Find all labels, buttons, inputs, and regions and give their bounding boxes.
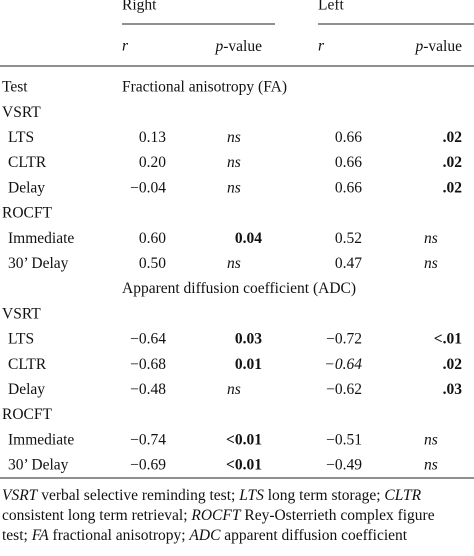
cell: ns <box>227 255 241 272</box>
cell: −0.68 <box>130 356 166 373</box>
cell: .02 <box>443 179 463 196</box>
footnote-text: VSRT <box>2 487 39 504</box>
row-label: LTS <box>8 331 34 348</box>
footnote-text: apparent diffusion coefficient <box>220 527 407 544</box>
group-name: ROCFT <box>2 406 52 423</box>
cell: −0.64 <box>324 356 362 373</box>
p-rest: -value <box>223 38 262 55</box>
cell: 0.66 <box>335 154 362 171</box>
footnote-text: CLTR <box>384 487 421 504</box>
r-header: r <box>122 38 129 55</box>
cell: 0.66 <box>335 129 362 146</box>
footnote-text: consistent long term retrieval; <box>2 507 191 524</box>
cell: 0.52 <box>335 230 362 247</box>
row-label: CLTR <box>8 154 47 171</box>
cell: ns <box>424 255 438 272</box>
footnote-text: FA <box>31 527 49 544</box>
cell: −0.62 <box>326 381 362 398</box>
cell: .02 <box>443 154 463 171</box>
cell: −0.49 <box>326 457 362 474</box>
group-name: VSRT <box>2 305 41 322</box>
footnote-text: long term storage; <box>264 487 385 504</box>
p-rest: -value <box>423 38 462 55</box>
cell: ns <box>227 129 241 146</box>
cell: ns <box>227 154 241 171</box>
footnote-text: ROCFT <box>190 507 241 524</box>
footnote-text: LTS <box>238 487 264 504</box>
cell: 0.66 <box>335 179 362 196</box>
cell: 0.04 <box>235 230 262 247</box>
cell: <0.01 <box>226 431 262 448</box>
cell: 0.13 <box>139 129 166 146</box>
r-header: r <box>318 38 325 55</box>
p-italic: p <box>415 38 424 55</box>
cell: <.01 <box>434 331 462 348</box>
footnote-line: VSRT verbal selective reminding test; LT… <box>2 487 422 504</box>
footnote-text: test; <box>2 527 32 544</box>
section-title: Fractional anisotropy (FA) <box>122 79 287 96</box>
section-title: Apparent diffusion coefficient (ADC) <box>122 280 356 297</box>
cell: 0.20 <box>139 154 166 171</box>
row-label: LTS <box>8 129 34 146</box>
cell: −0.51 <box>326 431 362 448</box>
row-label: Delay <box>8 381 45 398</box>
p-header: p-value <box>415 38 463 55</box>
row-label: 30’ Delay <box>8 457 69 474</box>
row-label: Immediate <box>8 431 74 448</box>
cell: 0.60 <box>139 230 166 247</box>
cell: .02 <box>443 129 463 146</box>
footnote-text: fractional anisotropy; <box>49 527 190 544</box>
test-header: Test <box>2 79 28 96</box>
left-header: Left <box>318 0 345 14</box>
row-label: Immediate <box>8 230 74 247</box>
cell: ns <box>424 431 438 448</box>
right-header: Right <box>122 0 157 14</box>
footnote-text: verbal selective reminding test; <box>37 487 239 504</box>
footnote-text: Rey-Osterrieth complex figure <box>240 507 434 524</box>
cell: .02 <box>443 356 463 373</box>
row-label: Delay <box>8 179 45 196</box>
cell: ns <box>424 457 438 474</box>
cell: 0.03 <box>235 331 262 348</box>
cell: −0.04 <box>130 179 166 196</box>
cell: ns <box>227 381 241 398</box>
cell: ns <box>227 179 241 196</box>
cell: .03 <box>443 381 463 398</box>
cell: 0.50 <box>139 255 166 272</box>
row-label: 30’ Delay <box>8 255 69 272</box>
group-name: VSRT <box>2 104 41 121</box>
footnote-text: ADC <box>188 527 221 544</box>
cell: −0.72 <box>326 331 362 348</box>
cell: <0.01 <box>226 457 262 474</box>
p-italic: p <box>215 38 224 55</box>
cell: ns <box>424 230 438 247</box>
p-header: p-value <box>215 38 263 55</box>
cell: −0.64 <box>130 331 166 348</box>
cell: −0.69 <box>130 457 166 474</box>
row-label: CLTR <box>8 356 47 373</box>
footnote-line: consistent long term retrieval; ROCFT Re… <box>2 507 435 524</box>
cell: −0.74 <box>130 431 166 448</box>
cell: −0.48 <box>130 381 166 398</box>
footnote-line: test; FA fractional anisotropy; ADC appa… <box>2 527 408 544</box>
cell: 0.01 <box>235 356 262 373</box>
group-name: ROCFT <box>2 205 52 222</box>
cell: 0.47 <box>335 255 362 272</box>
